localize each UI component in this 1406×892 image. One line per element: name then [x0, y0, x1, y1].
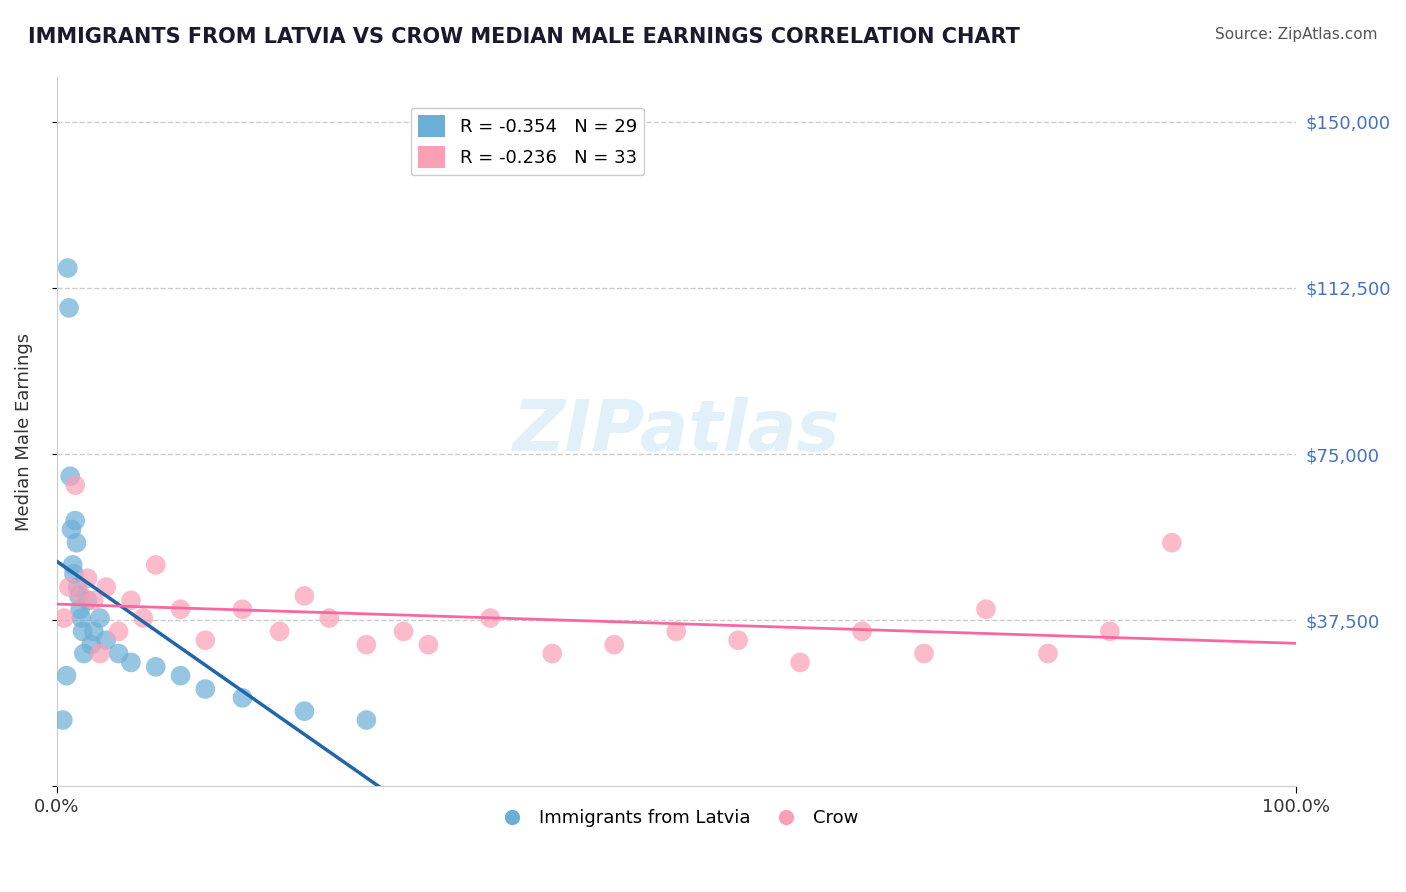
Point — [76, 571, 98, 585]
Point — [418, 638, 440, 652]
Point — [53, 611, 76, 625]
Point — [55, 669, 77, 683]
Point — [96, 580, 118, 594]
Point — [83, 624, 105, 639]
Point — [912, 647, 935, 661]
Point — [83, 593, 105, 607]
Text: Source: ZipAtlas.com: Source: ZipAtlas.com — [1215, 27, 1378, 42]
Point — [70, 611, 93, 625]
Point — [541, 647, 564, 661]
Point — [231, 690, 253, 705]
Point — [63, 478, 86, 492]
Point — [169, 602, 191, 616]
Point — [107, 624, 129, 639]
Point — [665, 624, 688, 639]
Point — [392, 624, 415, 639]
Point — [294, 704, 316, 718]
Point — [194, 681, 217, 696]
Point — [69, 602, 91, 616]
Text: IMMIGRANTS FROM LATVIA VS CROW MEDIAN MALE EARNINGS CORRELATION CHART: IMMIGRANTS FROM LATVIA VS CROW MEDIAN MA… — [28, 27, 1019, 46]
Point — [727, 633, 749, 648]
Legend: Immigrants from Latvia, Crow: Immigrants from Latvia, Crow — [486, 802, 866, 834]
Point — [603, 638, 626, 652]
Point — [72, 624, 94, 639]
Point — [1036, 647, 1059, 661]
Point — [59, 469, 82, 483]
Point — [58, 580, 80, 594]
Point — [231, 602, 253, 616]
Point — [851, 624, 873, 639]
Point — [63, 566, 86, 581]
Point — [120, 656, 142, 670]
Point — [89, 647, 111, 661]
Point — [63, 514, 86, 528]
Point — [52, 713, 75, 727]
Point — [58, 301, 80, 315]
Point — [132, 611, 155, 625]
Point — [120, 593, 142, 607]
Point — [318, 611, 340, 625]
Point — [56, 260, 79, 275]
Point — [107, 647, 129, 661]
Point — [356, 713, 378, 727]
Point — [96, 633, 118, 648]
Point — [66, 580, 89, 594]
Point — [76, 593, 98, 607]
Point — [65, 535, 87, 549]
Point — [89, 611, 111, 625]
Point — [145, 660, 167, 674]
Point — [145, 558, 167, 572]
Point — [62, 558, 84, 572]
Point — [974, 602, 997, 616]
Point — [269, 624, 291, 639]
Text: ZIPatlas: ZIPatlas — [513, 398, 839, 467]
Point — [67, 589, 90, 603]
Y-axis label: Median Male Earnings: Median Male Earnings — [15, 333, 32, 531]
Point — [356, 638, 378, 652]
Point — [70, 589, 93, 603]
Point — [80, 638, 103, 652]
Point — [73, 647, 96, 661]
Point — [789, 656, 811, 670]
Point — [479, 611, 502, 625]
Point — [169, 669, 191, 683]
Point — [194, 633, 217, 648]
Point — [1098, 624, 1121, 639]
Point — [294, 589, 316, 603]
Point — [1160, 535, 1182, 549]
Point — [60, 523, 83, 537]
